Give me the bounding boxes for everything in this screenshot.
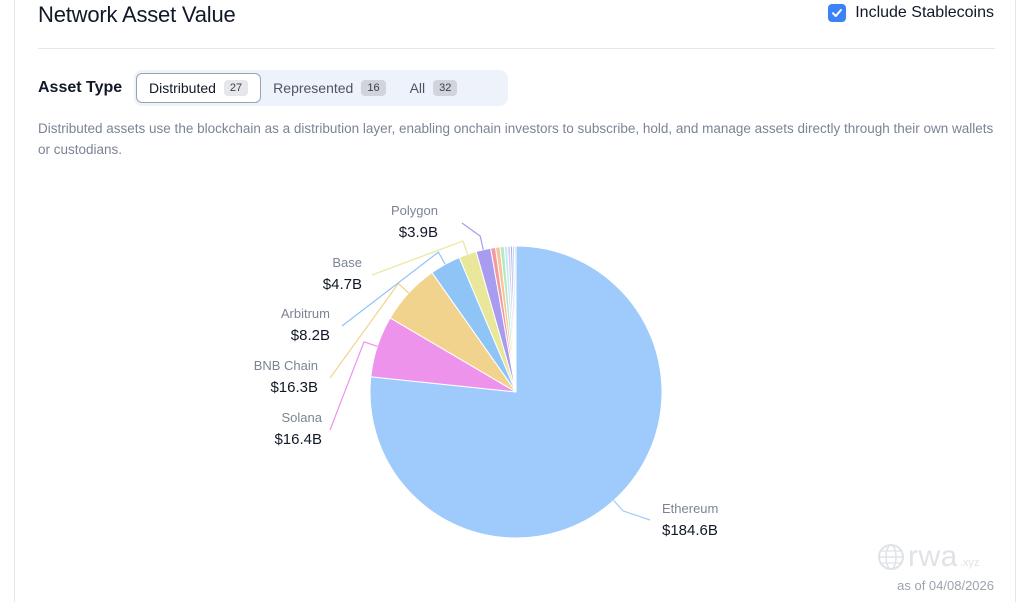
header-divider bbox=[38, 48, 995, 49]
page-title: Network Asset Value bbox=[38, 2, 236, 27]
slice-label-value: $184.6B bbox=[662, 522, 718, 539]
slice-label-value: $3.9B bbox=[399, 224, 438, 241]
slice-label-name: Ethereum bbox=[662, 501, 718, 516]
tab-label: Represented bbox=[273, 80, 354, 96]
leader-line-ethereum bbox=[613, 500, 651, 521]
slice-label-name: Polygon bbox=[391, 203, 438, 218]
count-badge: 16 bbox=[361, 80, 386, 96]
as-of-date: as of 04/08/2026 bbox=[897, 578, 994, 593]
pie-leader-lines bbox=[329, 222, 651, 521]
asset-type-distributed-tab[interactable]: Distributed 27 bbox=[136, 73, 262, 103]
tab-label: Distributed bbox=[149, 80, 216, 96]
leader-line-solana bbox=[329, 341, 378, 431]
asset-type-represented-tab[interactable]: Represented 16 bbox=[261, 73, 397, 103]
slice-label-value: $16.3B bbox=[270, 379, 318, 396]
leader-line-base bbox=[371, 240, 469, 276]
pie-labels: Ethereum $184.6B Solana $16.4B BNB Chain $16.… bbox=[254, 203, 719, 539]
panel-border-right bbox=[1015, 0, 1016, 602]
asset-type-segmented-control: Distributed 27 Represented 16 All 32 bbox=[134, 70, 508, 106]
rwa-watermark: rwa .xyz bbox=[876, 540, 979, 574]
slice-label-value: $16.4B bbox=[274, 431, 322, 448]
slice-label-name: Base bbox=[332, 255, 362, 270]
asset-type-all-tab[interactable]: All 32 bbox=[398, 73, 470, 103]
pie-slice-other-13[interactable] bbox=[513, 245, 517, 393]
slice-label-name: Solana bbox=[282, 410, 323, 425]
slice-label-name: BNB Chain bbox=[254, 358, 318, 373]
pie-slices bbox=[369, 245, 663, 539]
include-stablecoins-toggle[interactable]: Include Stablecoins bbox=[828, 4, 994, 22]
count-badge: 27 bbox=[223, 80, 249, 96]
tab-label: All bbox=[409, 80, 426, 96]
slice-label-value: $8.2B bbox=[291, 327, 330, 344]
panel-border-left bbox=[14, 0, 15, 602]
checkbox-checked-icon[interactable] bbox=[828, 4, 847, 22]
watermark-suffix: .xyz bbox=[959, 557, 980, 569]
leader-line-polygon bbox=[461, 222, 484, 250]
watermark-text: rwa bbox=[908, 540, 958, 573]
slice-label-name: Arbitrum bbox=[281, 306, 330, 321]
asset-type-description: Distributed assets use the blockchain as… bbox=[38, 121, 994, 157]
asset-type-label: Asset Type bbox=[38, 79, 123, 96]
include-stablecoins-label: Include Stablecoins bbox=[855, 4, 994, 21]
slice-label-value: $4.7B bbox=[323, 276, 362, 293]
globe-icon bbox=[878, 544, 904, 570]
leader-line-arbitrum bbox=[341, 251, 446, 327]
count-badge: 32 bbox=[433, 80, 458, 96]
